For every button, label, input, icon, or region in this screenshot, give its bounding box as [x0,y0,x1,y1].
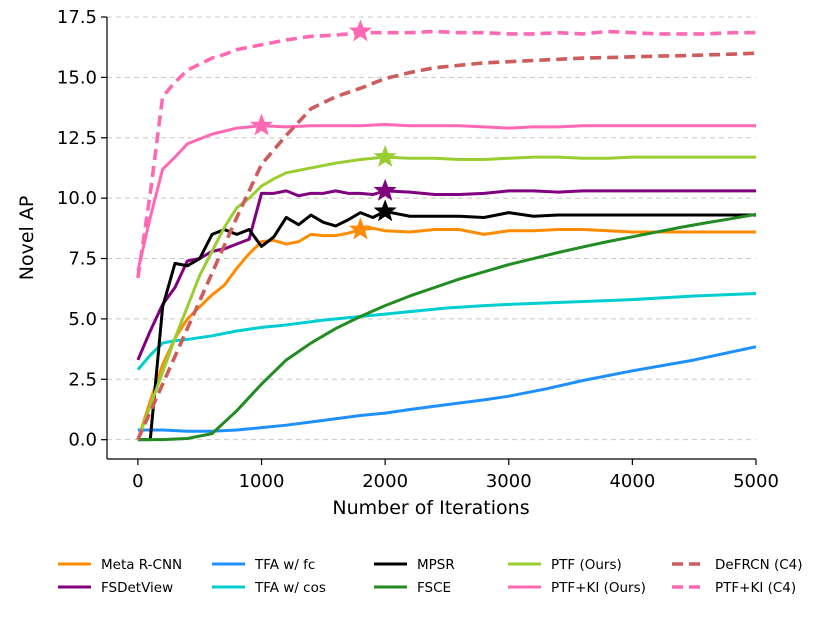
series-line-tfa-w-cos [136,292,756,371]
legend-label: FSDetView [101,580,173,596]
series-layer [136,29,756,442]
star-marker-fsdetview [373,178,397,201]
series-line-ptf-ours [136,155,756,441]
star-marker-meta-r-cnn [348,217,372,240]
legend: Meta R-CNN FSDetView TFA w/ fc TFA w/ cos MP… [58,557,803,596]
x-axis-title: Number of Iterations [332,497,529,519]
star-marker-ptf-ki-c4 [348,19,372,42]
x-tick-label: 4000 [609,471,655,492]
legend-label: Meta R-CNN [101,557,182,573]
x-tick-label: 0 [132,471,143,492]
star-marker-ptf-ours [373,144,397,167]
legend-label: MPSR [417,557,455,573]
star-marker-ptf-ki-ours [249,113,274,136]
y-tick-label: 10.0 [57,188,97,209]
y-tick-label: 2.5 [68,369,97,390]
star-marker-mpsr [373,199,397,222]
y-axis-title: Novel AP [16,196,38,281]
series-line-tfa-w-fc [137,345,756,433]
series-line-ptf-ki-c4 [136,29,756,279]
x-tick-label: 2000 [362,471,408,492]
legend-label: DeFRCN (C4) [715,557,803,573]
series-line-defrcn-c4 [136,51,756,441]
legend-label: TFA w/ fc [254,557,315,573]
legend-label: PTF+KI (Ours) [551,580,646,596]
series-line-mpsr [137,209,756,442]
legend-label: PTF (Ours) [551,557,622,573]
legend-label: TFA w/ cos [254,580,326,596]
x-tick-label: 3000 [486,471,532,492]
legend-label: PTF+KI (C4) [715,580,796,596]
y-tick-label: 0.0 [68,430,97,451]
series-line-meta-r-cnn [136,226,756,441]
x-tick-label: 1000 [239,471,285,492]
x-tick-label: 5000 [733,471,779,492]
axes-layer [106,17,756,460]
series-line-fsce [137,212,756,442]
grid-layer [107,16,756,441]
y-tick-label: 7.5 [68,249,97,270]
star-markers [249,19,397,240]
y-tick-label: 12.5 [57,128,97,149]
y-tick-label: 17.5 [57,7,97,28]
y-tick-label: 15.0 [57,67,97,88]
ticks-layer: 0.0 2.5 5.0 7.5 10.0 12.5 15.0 17.5 0 1000 2000 300… [57,7,779,492]
y-tick-label: 5.0 [68,309,97,330]
series-line-ptf-ki-ours [136,122,756,271]
legend-label: FSCE [417,580,451,596]
